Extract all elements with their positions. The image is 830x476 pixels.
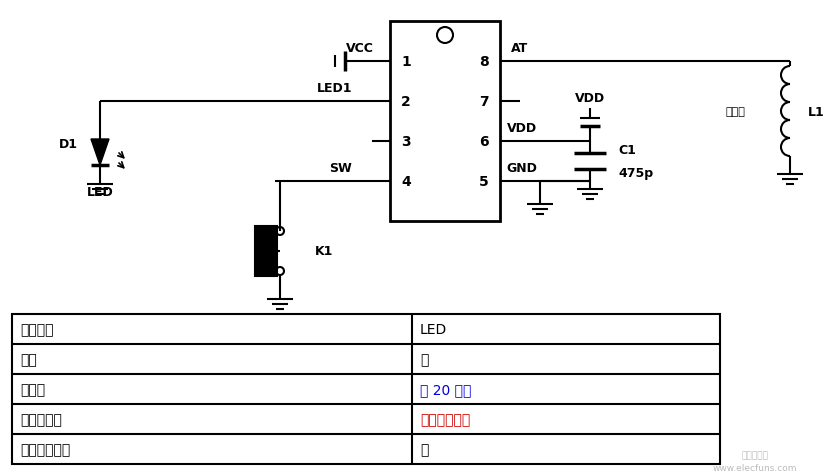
Text: 亮: 亮 bbox=[420, 352, 428, 366]
Text: GND: GND bbox=[506, 162, 538, 175]
Bar bbox=[390, 22, 500, 221]
Text: 475p: 475p bbox=[618, 167, 653, 180]
Text: 电子发烧友
www.elecfuns.com: 电子发烧友 www.elecfuns.com bbox=[713, 450, 798, 472]
Text: L1: L1 bbox=[808, 105, 825, 118]
Text: 7: 7 bbox=[479, 95, 489, 109]
Text: 3: 3 bbox=[401, 135, 411, 149]
Text: SW: SW bbox=[329, 162, 351, 175]
Text: 充满电: 充满电 bbox=[20, 382, 45, 396]
Text: 亮: 亮 bbox=[420, 442, 428, 456]
Text: 4: 4 bbox=[401, 175, 411, 188]
Text: 不充电，点烟: 不充电，点烟 bbox=[20, 442, 71, 456]
Text: 2: 2 bbox=[401, 95, 411, 109]
Text: LED: LED bbox=[420, 322, 447, 336]
Text: 6: 6 bbox=[479, 135, 489, 149]
Text: VCC: VCC bbox=[346, 41, 374, 54]
Text: 工作状态: 工作状态 bbox=[20, 322, 53, 336]
Text: VDD: VDD bbox=[507, 122, 537, 135]
Text: 充电时点烟: 充电时点烟 bbox=[20, 412, 62, 426]
Bar bbox=[12, 314, 720, 464]
Text: 闪 20 下灭: 闪 20 下灭 bbox=[420, 382, 471, 396]
Text: LED1: LED1 bbox=[317, 82, 353, 95]
Text: 5: 5 bbox=[479, 175, 489, 188]
Text: 1: 1 bbox=[401, 55, 411, 69]
Text: VDD: VDD bbox=[575, 92, 605, 105]
Text: 显示充电情况: 显示充电情况 bbox=[420, 412, 471, 426]
Text: LED: LED bbox=[86, 185, 114, 198]
Text: K1: K1 bbox=[315, 245, 334, 258]
Bar bbox=[255, 227, 277, 277]
Text: C1: C1 bbox=[618, 143, 636, 156]
Text: D1: D1 bbox=[59, 138, 78, 151]
Polygon shape bbox=[91, 140, 109, 166]
Text: AT: AT bbox=[511, 42, 529, 55]
Text: 充电: 充电 bbox=[20, 352, 37, 366]
Text: 发热丝: 发热丝 bbox=[725, 107, 745, 117]
Text: 8: 8 bbox=[479, 55, 489, 69]
